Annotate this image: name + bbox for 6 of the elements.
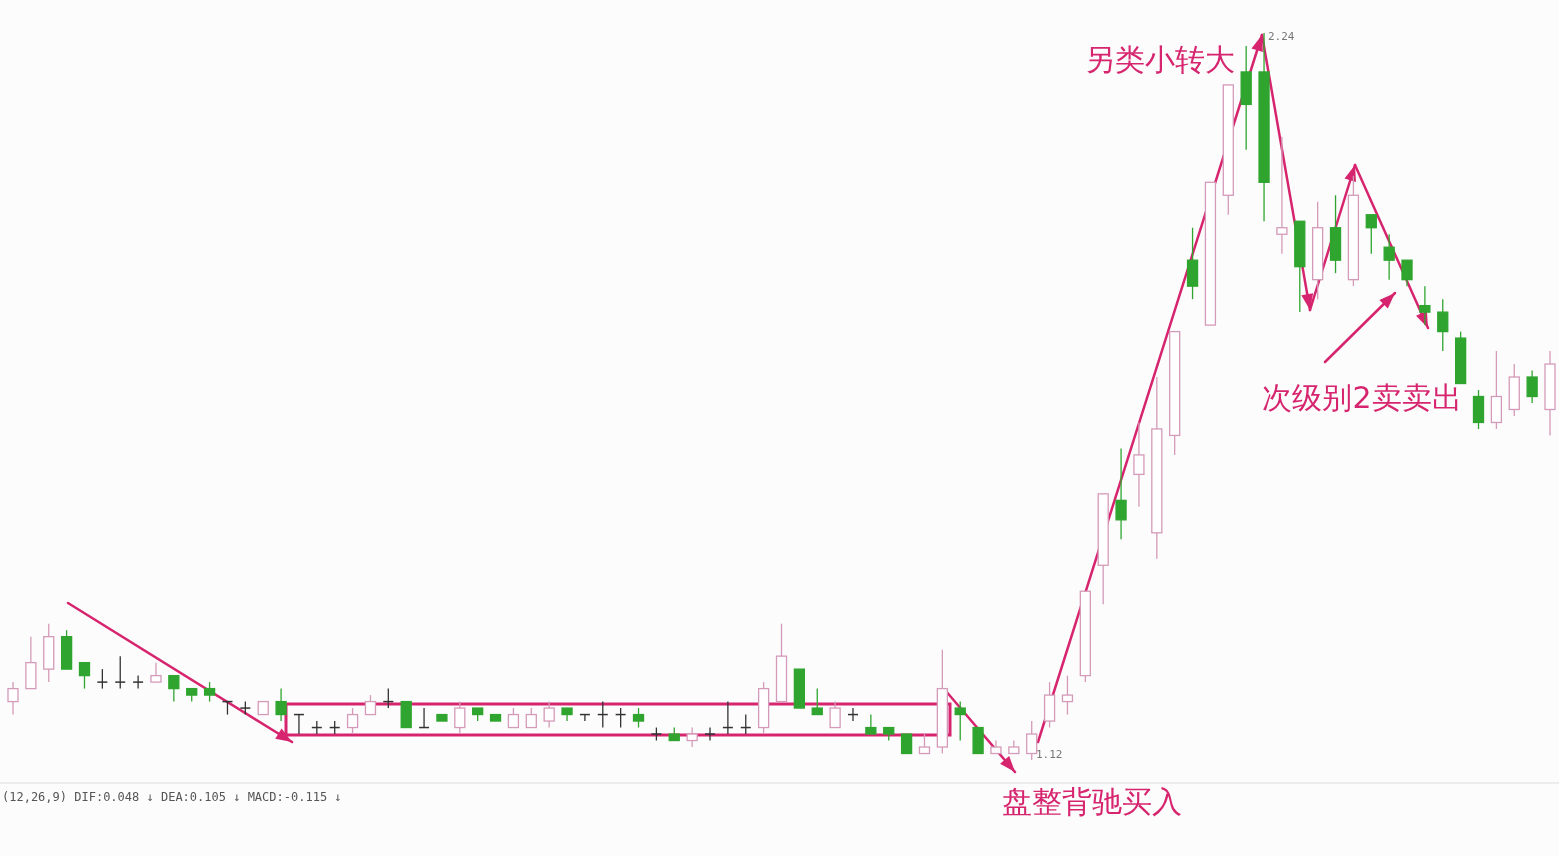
text: (12,26,9) DIF:0.048 ↓ DEA:0.105 ↓ MACD:-0.115 ↓ xyxy=(2,790,342,804)
annotation: 2.24 xyxy=(1268,30,1295,43)
annotation: 另类小转大 xyxy=(1085,42,1235,77)
annotation: 次级别2卖卖出 xyxy=(1262,380,1462,415)
text: 盘整背驰买入 xyxy=(1002,784,1182,819)
annotation: 1.12 xyxy=(1036,748,1063,761)
